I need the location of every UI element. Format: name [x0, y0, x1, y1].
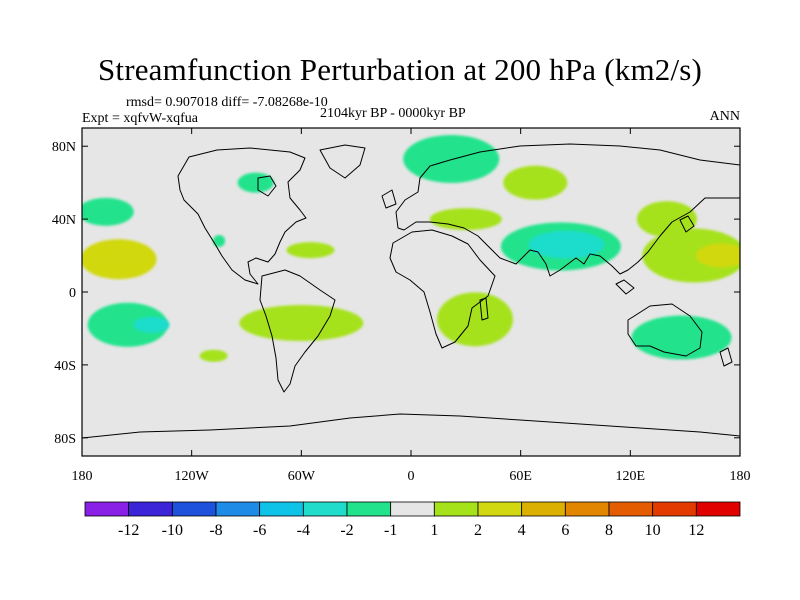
anomaly-contour	[528, 230, 605, 259]
anomaly-contour	[104, 247, 145, 272]
y-tick-label: 0	[69, 286, 76, 301]
coastline-eurasia	[395, 143, 740, 277]
colorbar-swatch	[171, 501, 217, 517]
colorbar-swatch	[84, 501, 130, 517]
colorbar-label: 10	[645, 522, 661, 539]
x-tick-label: 60W	[288, 469, 316, 484]
x-tick-label: 60E	[509, 469, 532, 484]
coastline-australia	[627, 303, 703, 357]
colorbar-swatch	[564, 501, 610, 517]
x-tick-label: 120W	[175, 469, 210, 484]
colorbar-swatch	[695, 501, 741, 517]
anomaly-contour	[642, 228, 740, 283]
y-tick-label: 40N	[52, 213, 76, 228]
anomaly-contour	[631, 315, 732, 360]
colorbar-label: -1	[384, 522, 397, 539]
period-label: 2104kyr BP - 0000kyr BP	[320, 106, 466, 121]
anomaly-contour	[82, 197, 134, 226]
colorbar-swatch	[215, 501, 261, 517]
y-tick-label: 40S	[54, 359, 76, 374]
coastline-greenland	[319, 144, 366, 179]
anomaly-contour	[87, 302, 168, 347]
anomaly-contour	[213, 234, 226, 247]
x-tick-label: 180	[72, 469, 93, 484]
anomaly-contour	[199, 349, 228, 362]
colorbar-label: 8	[605, 522, 613, 539]
colorbar-swatch	[433, 501, 479, 517]
rmsd-value: 0.907018	[165, 95, 218, 110]
colorbar-label: -8	[209, 522, 222, 539]
coastline-north-america	[177, 147, 307, 285]
chart-title: Streamfunction Perturbation at 200 hPa (…	[97, 52, 703, 87]
coastlines	[82, 143, 740, 439]
colorbar-swatch	[608, 501, 654, 517]
coastline-south-america	[259, 269, 336, 393]
anomaly-contour	[239, 304, 364, 341]
anomaly-contour	[286, 242, 335, 259]
x-tick-label: 120E	[616, 469, 646, 484]
coastline-antarctica	[82, 413, 740, 439]
anomaly-contour	[403, 134, 500, 183]
y-tick-label: 80S	[54, 432, 76, 447]
coastline-islands	[381, 189, 733, 367]
colorbar-swatch	[390, 501, 435, 517]
colorbar-label: 4	[518, 522, 526, 539]
anomaly-contour	[436, 292, 513, 347]
map-background	[82, 128, 740, 456]
statistics-line: rmsd= 0.907018 diff= -7.08268e-10	[126, 95, 328, 111]
coastline-africa	[389, 229, 496, 349]
axes: 180 120W 60W 0 60E 120E 180 80N 40N 0 40S 80S	[52, 128, 751, 484]
anomaly-contour	[636, 201, 697, 238]
colorbar-label: -10	[162, 522, 183, 539]
y-tick-label: 80N	[52, 140, 76, 155]
colorbar-swatch	[477, 501, 523, 517]
anomaly-contour	[429, 208, 502, 231]
anomaly-contour	[133, 316, 170, 333]
colorbar-swatch	[302, 501, 348, 517]
colorbar-label: -6	[253, 522, 266, 539]
colorbar-label: -12	[118, 522, 139, 539]
anomaly-contour	[695, 243, 740, 268]
colorbar-label: -4	[297, 522, 310, 539]
colorbar-swatch	[521, 501, 566, 517]
colorbar-swatch	[128, 501, 173, 517]
colorbar-label: 2	[474, 522, 482, 539]
colorbar-label: 1	[430, 522, 438, 539]
season-label: ANN	[709, 109, 740, 124]
anomaly-contour	[237, 172, 274, 193]
colorbar-swatch	[346, 501, 392, 517]
diff-value: -7.08268e-10	[252, 95, 328, 110]
x-tick-label: 180	[730, 469, 751, 484]
experiment-label: Expt = xqfvW-xqfua	[82, 111, 198, 126]
x-tick-label: 0	[408, 469, 415, 484]
colorbar-label: 6	[561, 522, 569, 539]
colorbar-swatch	[259, 501, 304, 517]
anomaly-contour	[503, 165, 568, 200]
diff-label: diff=	[221, 95, 250, 110]
rmsd-label: rmsd=	[126, 95, 162, 110]
colorbar-swatch	[652, 501, 697, 517]
colorbar: -12 -10 -8 -6 -4 -2 -1 1 2 4 6 8 10 12	[84, 501, 741, 539]
colorbar-label: -2	[340, 522, 353, 539]
coastline-hudson-bay	[257, 175, 277, 197]
colorbar-label: 12	[688, 522, 704, 539]
anomaly-contours	[82, 134, 740, 362]
